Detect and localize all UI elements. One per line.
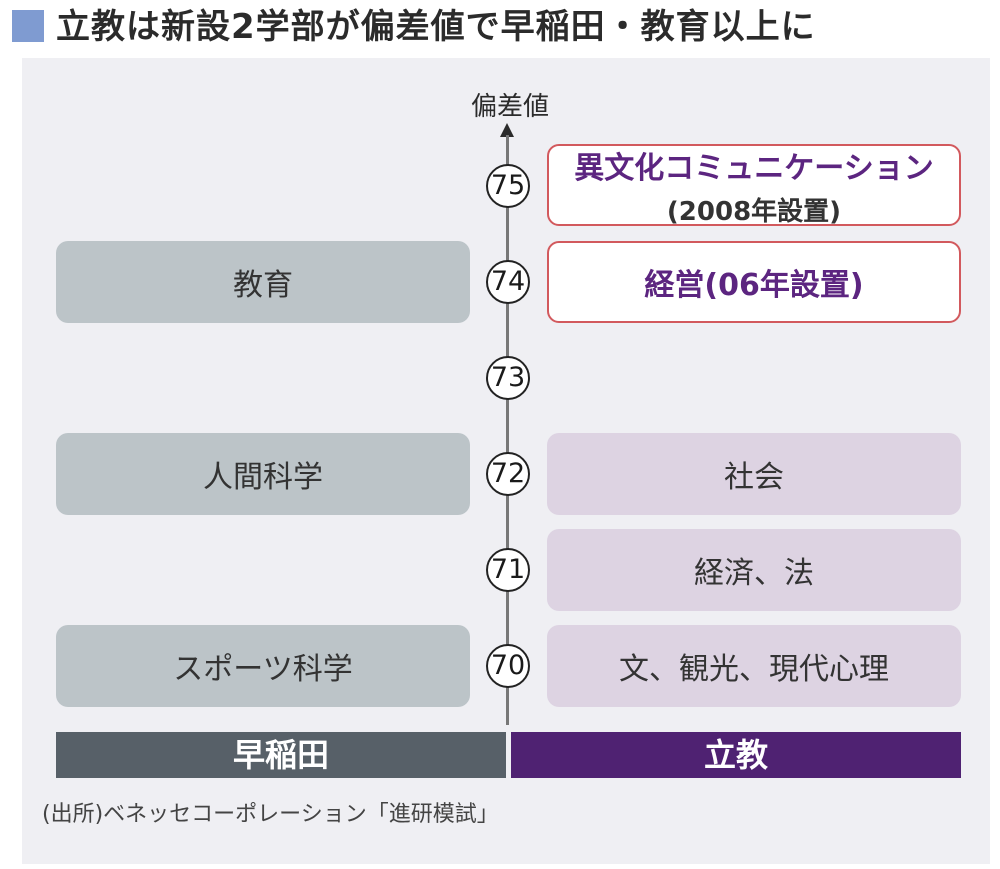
tick-74: 74 <box>486 260 530 304</box>
arrow-up-icon <box>500 123 514 137</box>
tick-73: 73 <box>486 356 530 400</box>
source-note: (出所)ベネッセコーポレーション「進研模試」 <box>42 802 499 827</box>
page-title: 立教は新設2学部が偏差値で早稲田・教育以上に <box>56 7 816 47</box>
title-marker-icon <box>12 10 44 42</box>
faculty-label: 文、観光、現代心理 <box>619 652 889 687</box>
waseda-faculty-box: 教育 <box>56 241 470 323</box>
rikkyo-new-faculty-box: 経営(06年設置) <box>547 241 961 323</box>
rikkyo-faculty-box: 経済、法 <box>547 529 961 611</box>
rikkyo-faculty-box: 文、観光、現代心理 <box>547 625 961 707</box>
axis-line <box>506 135 509 725</box>
rikkyo-new-faculty-box: 異文化コミュニケーション (2008年設置) <box>547 144 961 227</box>
title-bar: 立教は新設2学部が偏差値で早稲田・教育以上に <box>12 6 988 48</box>
rikkyo-footer: 立教 <box>511 732 961 778</box>
faculty-label: 経済、法 <box>694 556 814 591</box>
waseda-faculty-box: スポーツ科学 <box>56 625 470 707</box>
faculty-label: スポーツ科学 <box>173 652 353 687</box>
tick-71: 71 <box>486 548 530 592</box>
faculty-label: 異文化コミュニケーション <box>574 150 934 186</box>
faculty-label: 社会 <box>724 460 784 495</box>
rikkyo-faculty-box: 社会 <box>547 433 961 515</box>
tick-75: 75 <box>486 164 530 208</box>
faculty-note: (2008年設置) <box>666 196 842 227</box>
waseda-faculty-box: 人間科学 <box>56 433 470 515</box>
tick-70: 70 <box>486 644 530 688</box>
faculty-label: 人間科学 <box>203 460 323 495</box>
faculty-label: 教育 <box>233 268 293 303</box>
waseda-footer: 早稲田 <box>56 732 506 778</box>
faculty-label: 経営(06年設置) <box>644 268 864 303</box>
axis-label: 偏差値 <box>470 92 549 122</box>
tick-72: 72 <box>486 452 530 496</box>
